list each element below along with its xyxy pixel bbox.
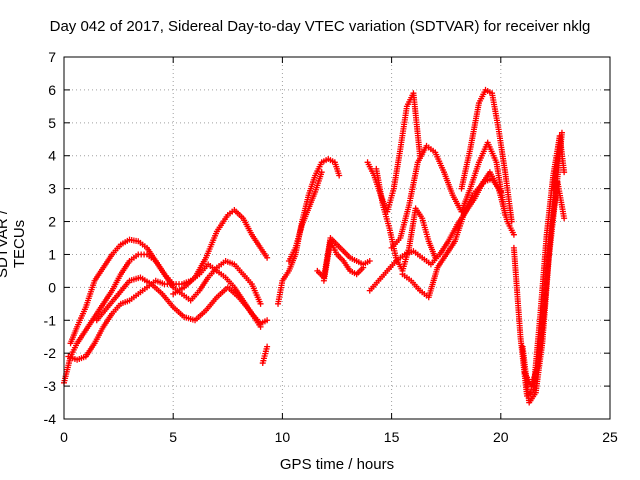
series-track-4 [93, 274, 264, 330]
x-axis-label: GPS time / hours [279, 456, 395, 473]
series-track-15 [399, 169, 517, 301]
series-track-11 [364, 90, 423, 215]
grid [64, 57, 610, 419]
series-track-5 [170, 207, 271, 297]
x-tick-label: 0 [60, 429, 68, 445]
y-tick-label: -4 [44, 411, 57, 427]
series-track-14 [388, 139, 509, 251]
y-tick-label: 1 [48, 246, 56, 262]
y-tick-label: 5 [48, 115, 56, 131]
series-track-20 [550, 132, 568, 192]
chart-title: Day 042 of 2017, Sidereal Day-to-day VTE… [49, 18, 591, 35]
y-tick-label: 6 [48, 82, 56, 98]
data-point [508, 218, 515, 225]
x-tick-label: 5 [169, 429, 177, 445]
data-point [264, 343, 271, 350]
data-point [264, 317, 271, 324]
y-tick-label: -3 [44, 378, 57, 394]
data-point [318, 169, 325, 176]
y-tick-label: 4 [48, 148, 56, 164]
data-point [336, 172, 343, 179]
series-track-2 [67, 236, 264, 347]
x-tick-label: 15 [384, 429, 400, 445]
y-tick-label: 0 [48, 279, 56, 295]
axis-ticks: 0 5 10 15 20 25 -4 -3 -2 -1 0 1 2 3 4 5 6 7 [44, 49, 618, 445]
data-point [360, 264, 367, 271]
series-track-10 [320, 238, 367, 284]
series-track-7 [275, 156, 343, 307]
x-tick-label: 10 [275, 429, 291, 445]
y-tick-label: 2 [48, 214, 56, 230]
data-point [558, 129, 565, 136]
y-tick-label: 7 [48, 49, 56, 65]
series-track-16 [458, 86, 515, 225]
x-tick-label: 20 [493, 429, 509, 445]
y-tick-label: 3 [48, 181, 56, 197]
data-point [264, 254, 271, 261]
data-point [561, 169, 568, 176]
data-points [61, 86, 568, 406]
plot-frame [63, 56, 611, 420]
series-track-8 [285, 169, 325, 265]
x-tick-label: 25 [602, 429, 618, 445]
data-point [366, 258, 373, 265]
series-track-19 [521, 179, 568, 390]
y-tick-label: -2 [44, 345, 57, 361]
data-point [257, 323, 264, 330]
series-track-6 [259, 343, 271, 367]
data-point [561, 215, 568, 222]
y-tick-label: -1 [44, 312, 57, 328]
data-point [257, 300, 264, 307]
data-point [510, 231, 517, 238]
